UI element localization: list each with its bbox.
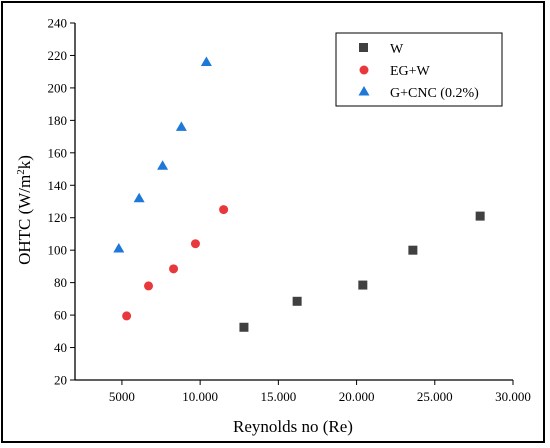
data-point-w xyxy=(358,280,368,290)
legend: W EG+W G+CNC (0.2%) xyxy=(335,32,503,107)
data-point-g-cnc xyxy=(113,243,125,253)
y-axis-title: OHTC (W/m2k) xyxy=(15,155,34,265)
y-tick-label: 160 xyxy=(48,145,68,160)
x-tick-label: 10.000 xyxy=(182,389,218,404)
y-tick-label: 180 xyxy=(48,113,68,128)
legend-marker-eg-w xyxy=(359,65,369,75)
ticks: 5000 10.000 15.000 20.000 25.000 30.000 20 40 60… xyxy=(48,16,531,405)
data-point-w xyxy=(408,245,418,255)
data-point-eg-w xyxy=(144,281,154,291)
x-tick-label: 5000 xyxy=(109,389,135,404)
data-point-eg-w xyxy=(122,311,132,321)
x-tick-label: 30.000 xyxy=(495,389,531,404)
y-tick-label: 40 xyxy=(54,340,67,355)
y-tick-label: 60 xyxy=(54,308,67,323)
legend-marker-w xyxy=(359,43,368,52)
data-point-eg-w xyxy=(219,205,229,215)
axes xyxy=(74,23,513,381)
data-point-g-cnc xyxy=(157,160,169,170)
y-tick-label: 140 xyxy=(48,178,68,193)
y-tick-label: 20 xyxy=(54,373,67,388)
y-tick-label: 80 xyxy=(54,275,67,290)
data-point-w xyxy=(292,296,302,306)
y-tick-label: 220 xyxy=(48,48,68,63)
data-point-g-cnc xyxy=(133,192,145,203)
data-point-eg-w xyxy=(190,239,200,249)
data-points xyxy=(113,56,485,332)
legend-label-eg-w: EG+W xyxy=(390,64,431,79)
data-point-g-cnc xyxy=(200,56,212,66)
x-axis-title: Reynolds no (Re) xyxy=(233,417,353,436)
data-point-w xyxy=(475,211,485,221)
legend-label-w: W xyxy=(390,42,404,57)
legend-marker-g-cnc xyxy=(358,86,370,96)
data-point-w xyxy=(239,322,249,332)
y-tick-label: 120 xyxy=(48,210,68,225)
y-tick-label: 240 xyxy=(48,16,68,31)
legend-label-g-cnc: G+CNC (0.2%) xyxy=(390,86,479,101)
x-tick-label: 20.000 xyxy=(339,389,375,404)
data-point-eg-w xyxy=(169,264,179,274)
y-tick-label: 100 xyxy=(48,243,68,258)
x-tick-label: 25.000 xyxy=(417,389,453,404)
x-tick-label: 15.000 xyxy=(260,389,296,404)
data-point-g-cnc xyxy=(175,121,187,131)
y-tick-label: 200 xyxy=(48,80,68,95)
